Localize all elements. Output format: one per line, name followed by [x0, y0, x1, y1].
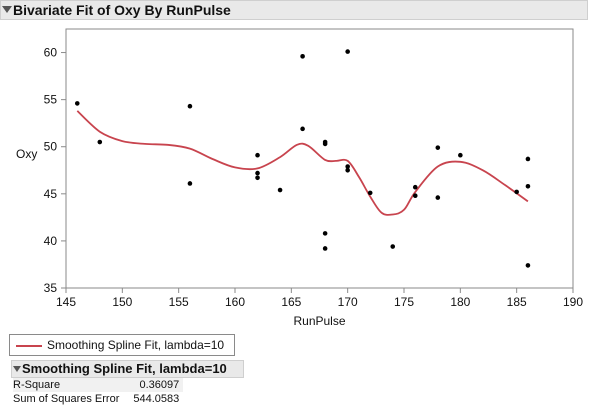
y-axis: 35 40 45 50 55 60 — [44, 46, 66, 295]
data-point[interactable] — [187, 103, 193, 109]
disclosure-triangle-down-icon[interactable] — [13, 366, 21, 372]
data-point[interactable] — [345, 164, 350, 169]
fit-report: Smoothing Spline Fit, lambda=10 R-Square… — [11, 360, 244, 406]
x-tick-label: 145 — [56, 295, 76, 309]
data-point[interactable] — [345, 167, 350, 173]
y-tick-label: 40 — [44, 234, 58, 248]
data-points — [74, 49, 531, 268]
stat-label: Sum of Squares Error — [13, 393, 120, 405]
y-tick-label: 35 — [44, 281, 58, 295]
fit-statistics-table: R-Square 0.36097 Sum of Squares Error 54… — [13, 378, 184, 406]
disclosure-triangle-down-icon[interactable] — [2, 6, 12, 13]
data-point[interactable] — [322, 246, 328, 251]
data-point[interactable] — [525, 263, 531, 268]
data-point[interactable] — [255, 170, 260, 176]
data-point[interactable] — [525, 156, 531, 162]
data-point[interactable] — [345, 49, 350, 54]
x-axis: 145 150 155 160 165 170 175 180 185 190 — [56, 288, 583, 309]
report-title: Bivariate Fit of Oxy By RunPulse — [13, 2, 231, 18]
stat-label: R-Square — [13, 378, 124, 392]
data-point[interactable] — [277, 187, 283, 193]
scatter-plot[interactable]: 35 40 45 50 55 60 145 150 155 160 165 170 175 180 185… — [0, 0, 590, 332]
stat-value: 544.0583 — [133, 393, 180, 405]
data-point[interactable] — [255, 152, 260, 158]
plot-frame — [65, 28, 574, 289]
x-axis-label: RunPulse — [293, 314, 345, 328]
legend[interactable]: Smoothing Spline Fit, lambda=10 — [9, 334, 235, 356]
legend-line-swatch — [16, 345, 42, 347]
table-row: R-Square 0.36097 — [13, 378, 184, 392]
y-tick-label: 45 — [44, 187, 58, 201]
data-point[interactable] — [300, 126, 305, 132]
data-point[interactable] — [255, 175, 260, 181]
y-tick-label: 55 — [44, 93, 58, 107]
data-point[interactable] — [322, 231, 328, 236]
smoothing-spline-line — [76, 110, 529, 216]
data-point[interactable] — [435, 195, 441, 200]
fit-report-title: Smoothing Spline Fit, lambda=10 — [22, 361, 227, 376]
x-tick-label: 155 — [169, 295, 189, 309]
data-point[interactable] — [435, 145, 441, 150]
y-axis-label: Oxy — [16, 147, 37, 161]
x-tick-label: 160 — [225, 295, 245, 309]
data-point[interactable] — [458, 152, 463, 158]
data-point[interactable] — [187, 181, 193, 186]
data-point[interactable] — [74, 101, 80, 106]
data-point[interactable] — [97, 139, 103, 145]
legend-label: Smoothing Spline Fit, lambda=10 — [47, 338, 225, 352]
x-tick-label: 175 — [394, 295, 414, 309]
x-tick-label: 150 — [112, 295, 132, 309]
data-point[interactable] — [525, 183, 531, 189]
y-tick-label: 60 — [44, 46, 58, 60]
x-tick-label: 190 — [563, 295, 583, 309]
x-tick-label: 170 — [338, 295, 358, 309]
table-row: Sum of Squares Error 544.0583 — [13, 392, 183, 406]
data-point[interactable] — [367, 190, 373, 196]
report-title-bar[interactable]: Bivariate Fit of Oxy By RunPulse — [0, 0, 588, 20]
fit-report-header[interactable]: Smoothing Spline Fit, lambda=10 — [11, 360, 244, 378]
data-point[interactable] — [412, 193, 418, 199]
data-point[interactable] — [322, 141, 328, 147]
data-point[interactable] — [300, 54, 305, 59]
x-tick-label: 180 — [450, 295, 470, 309]
data-point[interactable] — [390, 244, 396, 249]
x-tick-label: 165 — [281, 295, 301, 309]
x-tick-label: 185 — [507, 295, 527, 309]
stat-value: 0.36097 — [123, 378, 184, 392]
data-point[interactable] — [514, 189, 519, 195]
data-point[interactable] — [412, 184, 418, 190]
y-tick-label: 50 — [44, 140, 58, 154]
